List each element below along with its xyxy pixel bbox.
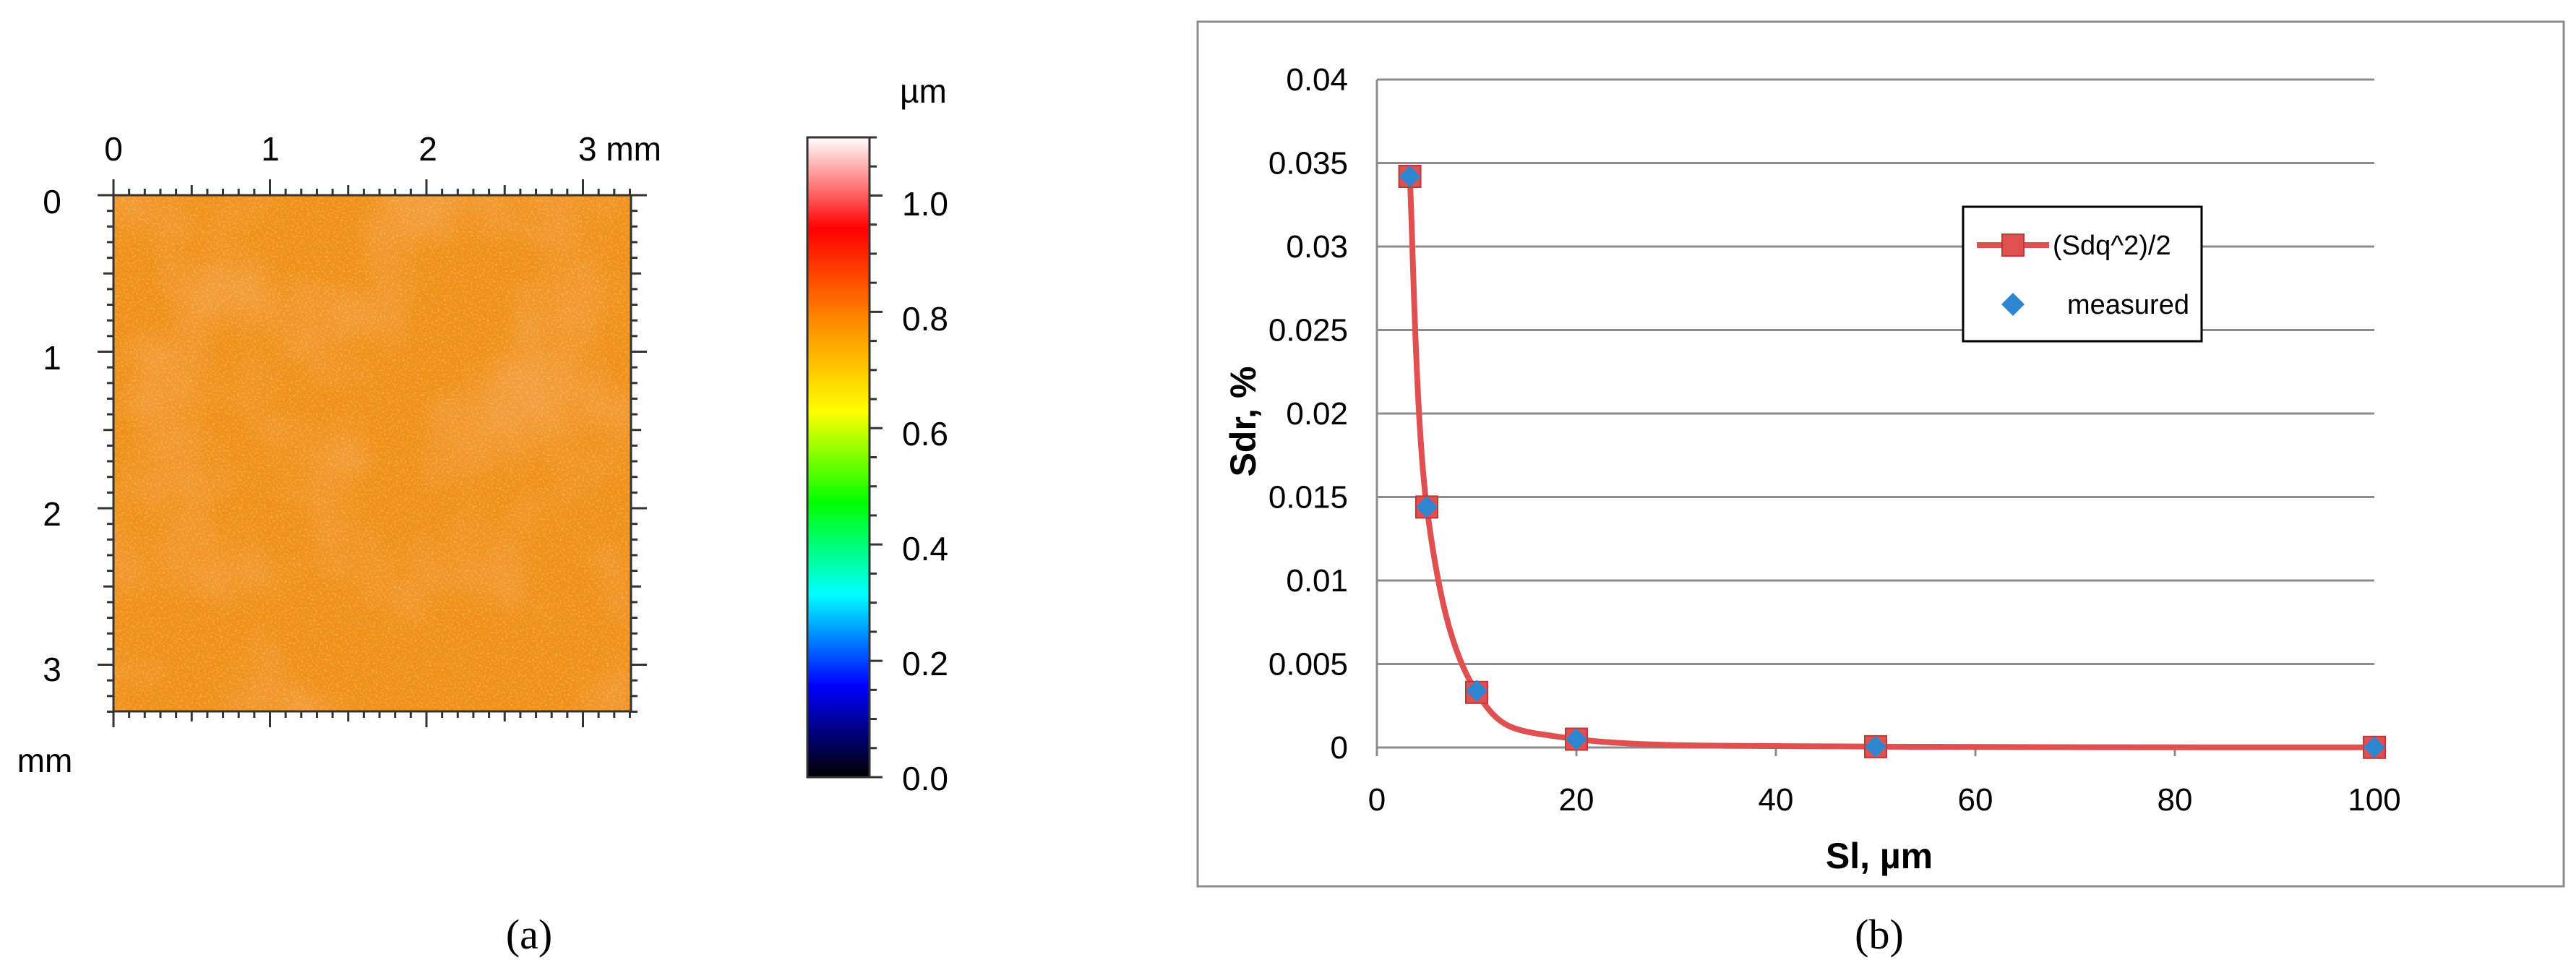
- surface-map-y-tick-labels: 0 1 2 3 mm: [17, 183, 73, 779]
- colorbar-unit: µm: [900, 72, 947, 110]
- x-tick-label: 80: [2158, 782, 2193, 818]
- y-tick-label: 0.015: [1268, 480, 1348, 515]
- surface-map-x-tick-labels: 0 1 2 3 mm: [104, 130, 661, 168]
- legend-label-sdq: (Sdq^2)/2: [2053, 231, 2171, 261]
- colorbar-tick-label: 0.6: [902, 415, 948, 453]
- measured-diamond-marker: [1566, 728, 1587, 750]
- x-axis-label: Sl, µm: [1826, 836, 1933, 876]
- x-tick-label: 60: [1958, 782, 1993, 818]
- legend-diamond-marker: [2001, 293, 2025, 316]
- x-tick-label: 20: [1559, 782, 1594, 818]
- panel-a-caption: (a): [506, 911, 552, 958]
- x-tick-label: 100: [2348, 782, 2400, 818]
- y-tick-label: 0.025: [1268, 313, 1348, 348]
- x-tick-label: 0: [104, 130, 123, 168]
- y-axis-unit: mm: [17, 742, 73, 779]
- x-tick-label: 40: [1759, 782, 1794, 818]
- x-axis-tick-labels: 0 20 40 60 80 100: [1368, 782, 2401, 818]
- x-tick-label: 2: [418, 130, 437, 168]
- surface-map-texture: [113, 195, 631, 711]
- y-tick-label: 0: [1331, 730, 1348, 766]
- y-tick-label: 0.035: [1268, 146, 1348, 181]
- colorbar-tick-label: 1.0: [902, 185, 948, 223]
- colorbar-tick-label: 0.0: [902, 760, 948, 797]
- legend-box: [1962, 205, 2203, 343]
- y-tick-label: 0.02: [1286, 396, 1348, 432]
- panel-b-chart: 0 0.005 0.01 0.015 0.02 0.025 0.03 0.035 0.04 0 2…: [1196, 20, 2565, 958]
- chart-legend: (Sdq^2)/2 measured: [1962, 205, 2203, 343]
- measured-diamond-marker: [1865, 735, 1886, 758]
- y-axis-tick-labels: 0 0.005 0.01 0.015 0.02 0.025 0.03 0.035 0.04: [1268, 62, 1348, 766]
- measured-diamond-marker: [1399, 165, 1421, 187]
- colorbar: [806, 136, 871, 779]
- panel-b-caption: (b): [1855, 911, 1904, 958]
- colorbar-tick-labels: 1.0 0.8 0.6 0.4 0.2 0.0: [902, 185, 948, 797]
- y-tick-label: 0: [43, 183, 61, 220]
- y-tick-label: 3: [43, 651, 61, 688]
- surface-map-ticks: [98, 179, 647, 727]
- colorbar-ticks: [870, 136, 883, 779]
- chart-series: [1398, 164, 2386, 759]
- x-tick-label: 3 mm: [578, 130, 661, 168]
- measured-diamond-marker: [1416, 496, 1438, 518]
- measured-diamond-marker: [1466, 680, 1487, 702]
- y-tick-label: 2: [43, 495, 61, 533]
- panel-a-surface-map: 0 1 2 3 mm 0 1 2 3 mm µm 1.0 0.8 0.6 0.4…: [17, 72, 948, 958]
- colorbar-tick-label: 0.4: [902, 530, 948, 567]
- measured-diamond-marker: [2364, 736, 2385, 758]
- x-tick-label: 1: [261, 130, 280, 168]
- y-axis-label: Sdr, %: [1223, 367, 1263, 477]
- legend-label-measured: measured: [2067, 290, 2189, 320]
- y-tick-label: 0.005: [1268, 647, 1348, 682]
- y-tick-label: 0.03: [1286, 229, 1348, 265]
- legend-square-marker: [2001, 234, 2025, 257]
- y-tick-label: 1: [43, 339, 61, 377]
- y-tick-label: 0.01: [1286, 563, 1348, 599]
- surface-map-frame: [112, 194, 632, 713]
- colorbar-tick-label: 0.8: [902, 300, 948, 338]
- colorbar-tick-label: 0.2: [902, 645, 948, 682]
- sdq-fit-curve: [1407, 176, 2375, 750]
- x-tick-label: 0: [1368, 782, 1386, 818]
- y-tick-label: 0.04: [1286, 62, 1348, 98]
